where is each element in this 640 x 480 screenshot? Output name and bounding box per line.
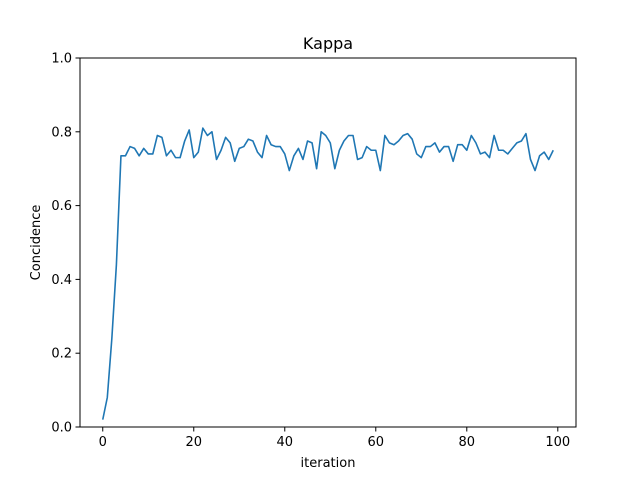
x-tick-label: 40 — [276, 435, 293, 450]
x-tick-label: 100 — [545, 435, 570, 450]
y-tick-label: 0.6 — [51, 199, 72, 214]
x-tick-label: 20 — [185, 435, 202, 450]
y-tick-label: 0.2 — [51, 347, 72, 362]
y-axis: 0.0 0.2 0.4 0.6 0.8 1.0 — [51, 52, 80, 436]
plot-area — [101, 127, 554, 420]
x-tick-label: 80 — [459, 435, 476, 450]
y-tick-label: 1.0 — [51, 52, 72, 67]
x-axis-label: iteration — [301, 456, 356, 471]
x-tick-label: 0 — [99, 435, 107, 450]
series-line-0 — [101, 127, 554, 420]
axes-frame — [79, 57, 577, 428]
x-axis: 0 20 40 60 80 100 — [99, 427, 570, 450]
chart-title: Kappa — [303, 34, 353, 53]
y-tick-label: 0.8 — [51, 125, 72, 140]
y-tick-label: 0.4 — [51, 273, 72, 288]
y-axis-label: Concidence — [29, 205, 44, 281]
y-tick-label: 0.0 — [51, 421, 72, 436]
x-tick-label: 60 — [368, 435, 385, 450]
